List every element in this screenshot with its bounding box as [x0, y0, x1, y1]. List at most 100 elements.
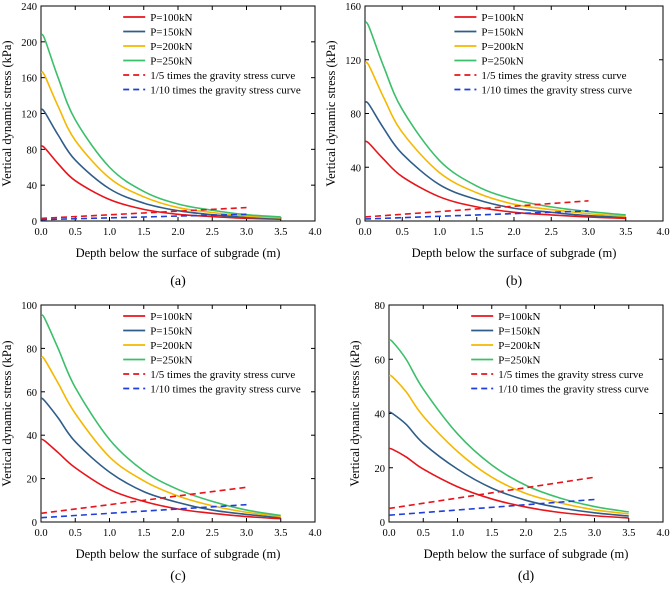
x-tick-label: 0.5 [396, 227, 409, 238]
series-line-1-5-times-the-gravity-stress-curve [365, 200, 589, 218]
chart-panel-a: 0.0 0.5 1.0 1.5 2.0 2.5 3.0 3.5 4.0 0 40 80 120 160 20… [0, 2, 322, 289]
legend-entry: P=150kN [498, 326, 540, 338]
panel-caption: (a) [170, 274, 186, 289]
y-tick-label: 200 [21, 38, 37, 49]
y-axis-label: Vertical dynamic stress (kPa) [324, 40, 338, 186]
y-tick-label: 120 [345, 56, 361, 67]
x-tick-label: 4.0 [656, 528, 669, 539]
legend-entry: 1/5 times the gravity stress curve [150, 369, 295, 381]
legend-entry: P=150kN [481, 27, 523, 39]
x-axis-label: Depth below the surface of subgrade (m) [76, 246, 281, 260]
y-tick-label: 0 [32, 217, 37, 228]
x-tick-label: 2.0 [171, 528, 184, 539]
y-tick-label: 60 [27, 388, 38, 399]
legend-entry: P=150kN [150, 326, 192, 338]
y-tick-label: 0 [380, 518, 385, 529]
x-tick-label: 2.0 [519, 528, 532, 539]
legend-entry: 1/10 times the gravity stress curve [150, 85, 301, 97]
series-line-p-200kn [389, 374, 629, 515]
legend-entry: 1/5 times the gravity stress curve [481, 70, 626, 82]
x-tick-label: 3.0 [240, 528, 253, 539]
legend-entry: P=200kN [150, 340, 192, 352]
panel-caption: (c) [170, 569, 186, 584]
x-tick-label: 1.5 [470, 227, 483, 238]
legend-entry: P=100kN [481, 12, 523, 24]
x-tick-label: 2.5 [206, 528, 219, 539]
series-line-1-10-times-the-gravity-stress-curve [389, 498, 595, 517]
x-tick-label: 4.0 [308, 528, 321, 539]
x-tick-label: 0.0 [34, 528, 47, 539]
y-axis-label: Vertical dynamic stress (kPa) [0, 40, 14, 186]
legend-entry: 1/10 times the gravity stress curve [498, 384, 649, 396]
x-tick-label: 2.0 [507, 227, 520, 238]
legend-entry: P=250kN [150, 56, 192, 68]
y-tick-label: 80 [27, 344, 38, 355]
legend-entry: P=100kN [150, 12, 192, 24]
legend-entry: 1/5 times the gravity stress curve [498, 369, 643, 381]
series-line-p-250kn [41, 33, 281, 218]
series-line-p-200kn [41, 70, 281, 219]
x-tick-label: 0.5 [69, 227, 82, 238]
x-tick-label: 0.5 [69, 528, 82, 539]
y-tick-label: 100 [21, 301, 37, 312]
x-tick-label: 3.5 [274, 227, 287, 238]
panel-caption: (d) [518, 569, 535, 584]
x-tick-label: 1.0 [103, 528, 116, 539]
x-tick-label: 1.0 [433, 227, 446, 238]
x-tick-label: 0.0 [358, 227, 371, 238]
series-line-1-10-times-the-gravity-stress-curve [365, 210, 589, 220]
x-tick-label: 4.0 [656, 227, 669, 238]
legend-entry: P=100kN [150, 311, 192, 323]
series-line-p-100kn [41, 145, 281, 221]
series-line-1-5-times-the-gravity-stress-curve [389, 476, 595, 510]
x-tick-label: 3.5 [619, 227, 632, 238]
y-tick-label: 160 [345, 2, 361, 13]
x-tick-label: 3.5 [622, 528, 635, 539]
x-tick-label: 3.5 [274, 528, 287, 539]
series-line-p-100kn [41, 438, 281, 520]
series-line-p-100kn [389, 447, 629, 519]
y-tick-label: 20 [27, 475, 38, 486]
y-axis-label: Vertical dynamic stress (kPa) [0, 340, 14, 486]
x-tick-label: 2.5 [206, 227, 219, 238]
chart-panel-c: 0.0 0.5 1.0 1.5 2.0 2.5 3.0 3.5 4.0 0 20 40 60 80 100 D… [0, 301, 322, 584]
plot-frame [388, 304, 664, 523]
x-tick-label: 2.5 [545, 227, 558, 238]
legend-entry: P=150kN [150, 27, 192, 39]
x-tick-label: 3.0 [240, 227, 253, 238]
y-tick-label: 80 [351, 110, 362, 121]
x-tick-label: 2.5 [554, 528, 567, 539]
y-tick-label: 40 [27, 181, 38, 192]
y-tick-label: 20 [375, 464, 386, 475]
y-tick-label: 80 [27, 145, 38, 156]
series-line-p-150kn [365, 101, 626, 218]
x-tick-label: 4.0 [308, 227, 321, 238]
y-tick-label: 120 [21, 110, 37, 121]
legend-entry: P=200kN [481, 41, 523, 53]
x-axis-label: Depth below the surface of subgrade (m) [76, 547, 281, 561]
series-line-p-150kn [389, 411, 629, 517]
x-tick-label: 1.0 [103, 227, 116, 238]
legend-entry: P=250kN [150, 355, 192, 367]
x-tick-label: 3.0 [582, 227, 595, 238]
legend-entry: P=100kN [498, 311, 540, 323]
y-tick-label: 0 [32, 518, 37, 529]
series-line-1-10-times-the-gravity-stress-curve [41, 503, 247, 519]
x-tick-label: 0.0 [34, 227, 47, 238]
legend-entry: 1/5 times the gravity stress curve [150, 70, 295, 82]
series-line-p-250kn [365, 21, 626, 216]
chart-panel-b: 0.0 0.5 1.0 1.5 2.0 2.5 3.0 3.5 4.0 0 40 80 120 160 De… [324, 2, 670, 289]
x-tick-label: 1.5 [485, 528, 498, 539]
series-line-p-250kn [389, 339, 629, 513]
series-line-p-250kn [41, 314, 281, 517]
y-tick-label: 80 [375, 301, 386, 312]
y-tick-label: 160 [21, 74, 37, 85]
y-tick-label: 0 [356, 217, 361, 228]
series-line-1-10-times-the-gravity-stress-curve [41, 213, 247, 221]
series-line-1-5-times-the-gravity-stress-curve [41, 486, 247, 515]
y-tick-label: 240 [21, 2, 37, 13]
series-line-p-100kn [365, 140, 626, 220]
series-line-p-150kn [41, 108, 281, 220]
panel-caption: (b) [506, 274, 523, 289]
